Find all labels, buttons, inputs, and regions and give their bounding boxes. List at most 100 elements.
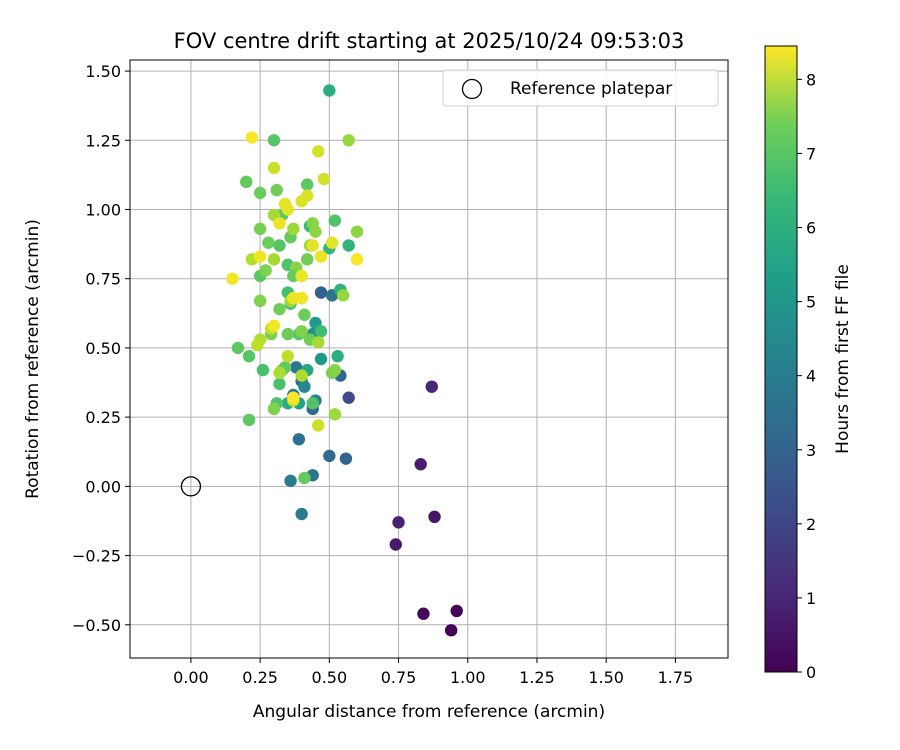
- data-point: [314, 286, 328, 299]
- data-point: [281, 327, 295, 341]
- colorbar-tick-label: 8: [806, 70, 816, 89]
- data-point: [336, 289, 350, 302]
- data-point: [414, 458, 427, 471]
- data-points: [226, 84, 463, 637]
- data-point: [273, 239, 286, 252]
- data-point: [281, 350, 295, 363]
- data-point: [251, 338, 264, 352]
- data-point: [267, 253, 281, 266]
- data-point: [328, 408, 342, 421]
- data-point: [331, 350, 344, 363]
- x-tick-label: 1.25: [519, 668, 555, 687]
- data-point: [339, 452, 353, 465]
- data-point: [342, 239, 355, 252]
- y-tick-label: 0.25: [85, 408, 121, 427]
- x-axis-ticks: 0.00 0.25 0.50 0.75 1.00 1.25 1.50 1.75: [173, 658, 693, 687]
- data-point: [350, 253, 364, 266]
- x-axis-label: Angular distance from reference (arcmin): [253, 702, 605, 722]
- data-point: [300, 253, 314, 266]
- legend-open-circle-icon: [461, 78, 483, 100]
- data-point: [417, 607, 430, 620]
- data-point: [342, 391, 355, 404]
- data-point: [273, 217, 286, 230]
- data-point: [242, 413, 256, 427]
- data-point: [287, 222, 300, 236]
- colorbar: [764, 45, 798, 673]
- data-point: [273, 366, 286, 380]
- colorbar-tick-label: 1: [806, 589, 816, 608]
- data-point: [328, 214, 342, 227]
- data-point: [314, 325, 328, 338]
- data-point: [267, 161, 281, 175]
- x-tick-label: 0.50: [312, 668, 348, 687]
- x-tick-label: 0.75: [381, 668, 417, 687]
- data-point: [231, 341, 245, 355]
- data-point: [273, 377, 286, 391]
- data-point: [298, 308, 311, 321]
- colorbar-tick-label: 3: [806, 441, 816, 460]
- x-tick-label: 1.75: [658, 668, 694, 687]
- y-tick-label: 1.25: [85, 131, 121, 150]
- data-point: [314, 250, 328, 263]
- data-point: [295, 369, 308, 382]
- reference-marker-layer: [180, 476, 202, 497]
- data-point: [240, 175, 253, 189]
- y-tick-label: 1.00: [85, 201, 121, 220]
- data-point: [253, 186, 267, 200]
- data-point: [242, 350, 256, 363]
- data-point: [306, 397, 319, 410]
- data-point: [312, 419, 325, 432]
- data-point: [295, 291, 308, 305]
- data-point: [295, 194, 308, 208]
- data-point: [444, 624, 458, 637]
- x-tick-label: 0.25: [242, 668, 278, 687]
- chart-title: FOV centre drift starting at 2025/10/24 …: [174, 29, 685, 53]
- data-point: [256, 363, 270, 377]
- data-point: [267, 134, 281, 147]
- y-tick-label: 0.50: [85, 339, 121, 358]
- data-point: [295, 325, 308, 338]
- colorbar-tick-label: 5: [806, 293, 816, 312]
- x-tick-label: 0.00: [173, 668, 209, 687]
- x-tick-label: 1.00: [450, 668, 486, 687]
- data-point: [425, 380, 438, 393]
- data-point: [323, 449, 336, 463]
- data-point: [253, 250, 267, 263]
- colorbar-tick-label: 7: [806, 144, 816, 163]
- data-point: [270, 183, 283, 197]
- y-axis-label: Rotation from reference (arcmin): [23, 219, 43, 499]
- data-point: [342, 134, 355, 147]
- data-point: [312, 336, 325, 349]
- data-point: [245, 131, 259, 144]
- data-point: [267, 402, 281, 416]
- data-point: [389, 538, 402, 551]
- legend-label: Reference platepar: [510, 79, 672, 99]
- data-point: [253, 222, 267, 236]
- data-point: [392, 516, 405, 529]
- data-point: [328, 363, 342, 377]
- data-point: [428, 510, 441, 524]
- y-tick-label: −0.50: [72, 616, 121, 635]
- reference-platepar-marker: [180, 476, 202, 497]
- data-point: [284, 474, 297, 488]
- data-point: [300, 178, 314, 191]
- data-point: [273, 302, 286, 316]
- y-axis-ticks: −0.50 −0.25 0.00 0.25 0.50 0.75 1.00 1.25 1.50: [72, 62, 130, 635]
- data-point: [295, 269, 308, 283]
- y-tick-label: 0.75: [85, 270, 121, 289]
- plot-area-frame: [129, 59, 729, 659]
- data-point: [450, 604, 463, 618]
- data-point: [292, 433, 306, 446]
- colorbar-tick-label: 0: [806, 663, 816, 682]
- colorbar-tick-label: 6: [806, 219, 816, 238]
- data-point: [312, 145, 325, 158]
- data-point: [314, 352, 328, 366]
- data-point: [325, 236, 339, 249]
- data-point: [298, 471, 311, 485]
- y-tick-label: 1.50: [85, 62, 121, 81]
- colorbar-tick-label: 2: [806, 515, 816, 534]
- y-tick-label: −0.25: [72, 547, 121, 566]
- data-point: [295, 507, 308, 521]
- data-point: [350, 225, 364, 238]
